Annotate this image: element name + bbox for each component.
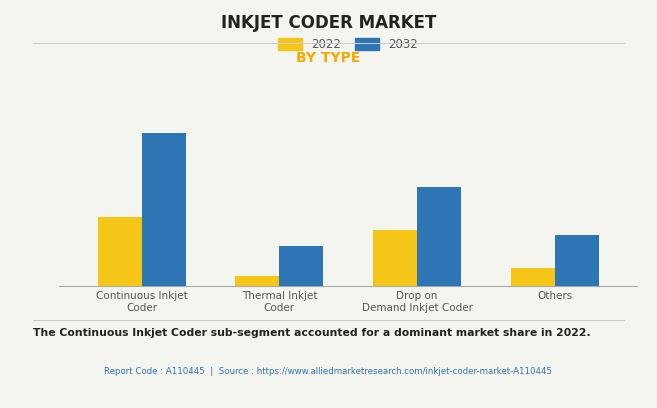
Bar [510, 268, 555, 286]
Bar [555, 235, 599, 286]
Bar [373, 230, 417, 286]
Text: BY TYPE: BY TYPE [296, 51, 361, 65]
Text: INKJET CODER MARKET: INKJET CODER MARKET [221, 14, 436, 32]
Text: The Continuous Inkjet Coder sub-segment accounted for a dominant market share in: The Continuous Inkjet Coder sub-segment … [33, 328, 591, 339]
Bar [235, 276, 279, 286]
Bar [98, 217, 142, 286]
Bar [417, 187, 461, 286]
Bar [142, 133, 186, 286]
Text: Report Code : A110445  |  Source : https://www.alliedmarketresearch.com/inkjet-c: Report Code : A110445 | Source : https:/… [104, 367, 553, 376]
Bar [279, 246, 323, 286]
Legend: 2022, 2032: 2022, 2032 [273, 33, 423, 55]
